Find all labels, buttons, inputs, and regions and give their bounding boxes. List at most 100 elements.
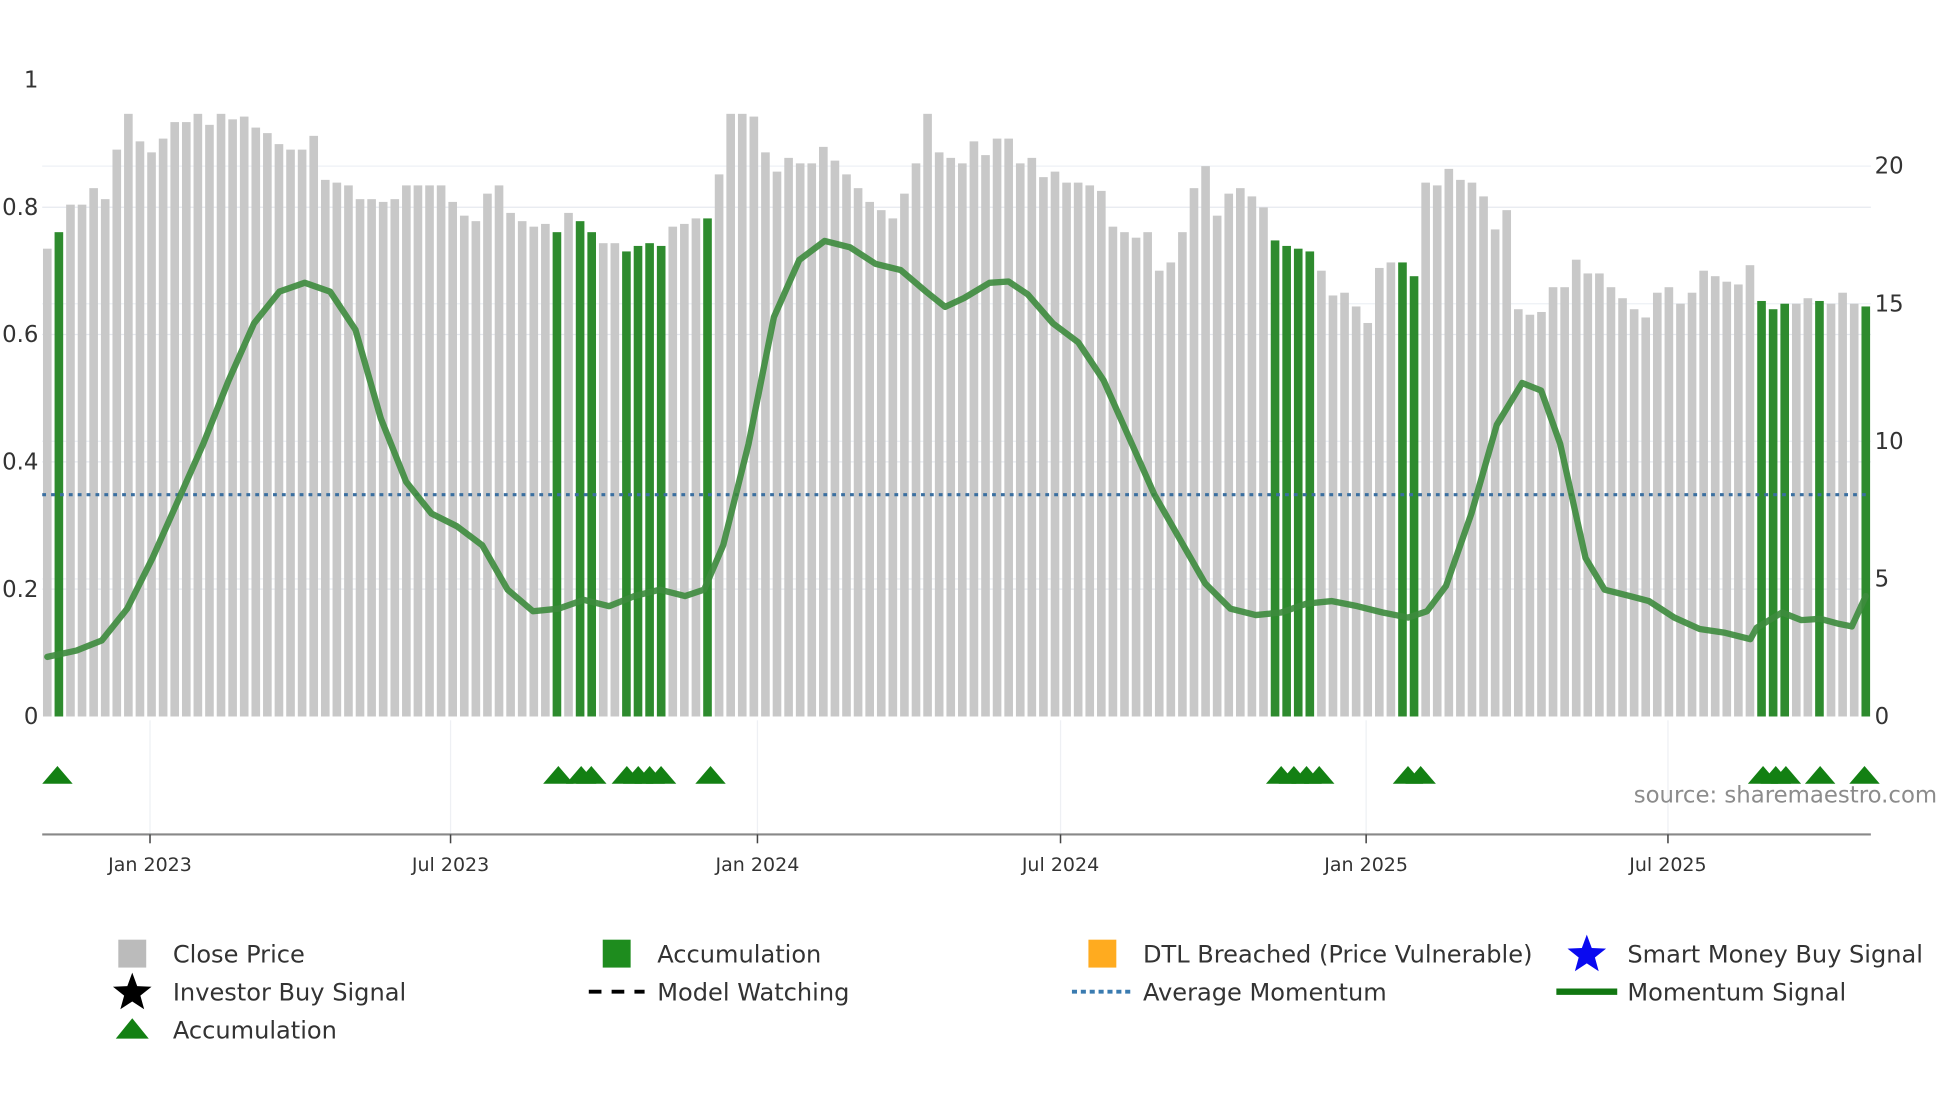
right-axis-tick-label: 5 xyxy=(1875,567,1890,593)
date-axis-tick-label: Jul 2025 xyxy=(1628,854,1706,876)
close-price-bar xyxy=(344,185,353,717)
close-price-bar xyxy=(309,135,319,717)
close-price-bar xyxy=(274,144,284,717)
close-price-bar xyxy=(506,212,515,717)
close-price-bar xyxy=(1676,303,1685,717)
close-price-bar xyxy=(170,122,180,717)
accumulation-triangle-icon xyxy=(543,765,574,784)
close-price-bar xyxy=(297,149,307,717)
date-axis-tick-label: Jan 2024 xyxy=(715,854,800,876)
left-axis-tick-label: 0.8 xyxy=(2,195,38,221)
close-price-bar xyxy=(1444,168,1454,717)
close-price-bar xyxy=(425,185,434,717)
close-price-bar xyxy=(992,138,1002,717)
close-price-bar xyxy=(1803,298,1813,717)
close-price-bar xyxy=(1421,182,1430,717)
close-price-bar xyxy=(1479,196,1488,717)
close-price-bar xyxy=(1085,185,1095,717)
close-price-bar xyxy=(1606,287,1616,717)
close-price-bar xyxy=(1189,188,1199,717)
momentum-signal-path xyxy=(44,237,1869,661)
right-axis-tick-label: 20 xyxy=(1875,154,1904,180)
right-axis: 0 5 10 15 20 xyxy=(1875,154,1904,730)
close-price-bar xyxy=(842,174,851,717)
close-price-bar xyxy=(934,152,944,717)
close-price-bar xyxy=(332,182,342,717)
left-axis-tick-label: 0.2 xyxy=(2,577,38,603)
black-star-icon xyxy=(112,972,152,1010)
accumulation-bar xyxy=(1270,240,1280,717)
close-price-bar xyxy=(1050,171,1060,717)
accumulation-triangle-icon xyxy=(1405,765,1436,784)
close-price-bar xyxy=(1548,287,1558,717)
close-price-bar xyxy=(819,146,828,717)
accumulation-bar xyxy=(645,243,654,717)
close-price-bar xyxy=(1710,276,1720,717)
close-price-bar xyxy=(1490,229,1500,717)
close-price-bar xyxy=(378,201,388,717)
legend-item: Momentum Signal xyxy=(1556,979,1846,1007)
close-price-bar xyxy=(1374,267,1384,717)
close-price-bar xyxy=(1641,317,1651,717)
legend-item: DTL Breached (Price Vulnerable) xyxy=(1088,939,1532,969)
close-price-bar xyxy=(1120,232,1129,717)
close-price-bar xyxy=(564,212,573,717)
legend-item: Accumulation xyxy=(115,1017,337,1045)
close-price-bar xyxy=(1363,322,1373,717)
gray-square-icon xyxy=(118,939,147,968)
orange-square-icon xyxy=(1088,939,1117,968)
close-price-bar xyxy=(888,218,898,717)
close-price-bar xyxy=(865,201,874,717)
accumulation-bar xyxy=(552,232,562,717)
green-square-icon xyxy=(602,939,631,968)
close-price-bar xyxy=(1432,185,1442,717)
close-price-bar xyxy=(795,163,805,717)
close-price-bar xyxy=(1328,295,1338,717)
momentum-signal-line xyxy=(44,237,1869,661)
blue-star-icon xyxy=(1567,934,1607,972)
close-price-bar xyxy=(112,149,122,717)
close-price-bar xyxy=(286,149,295,717)
close-price-bar xyxy=(691,218,701,717)
legend-label: Accumulation xyxy=(657,941,821,969)
close-price-bar xyxy=(726,113,735,717)
close-price-bar xyxy=(1201,166,1210,717)
close-price-bar xyxy=(1236,188,1245,717)
close-price-bar xyxy=(1015,163,1025,717)
close-price-bar xyxy=(1525,314,1535,717)
close-price-bar xyxy=(1502,210,1512,717)
close-price-bar xyxy=(1513,309,1523,717)
accumulation-bar xyxy=(1780,303,1790,717)
close-price-bar xyxy=(911,163,921,717)
right-axis-tick-label: 10 xyxy=(1875,429,1904,455)
accumulation-triangle-icon xyxy=(42,765,73,784)
date-axis-tick-label: Jan 2023 xyxy=(107,854,192,876)
accumulation-triangle-icon xyxy=(1304,765,1335,784)
close-price-bar xyxy=(147,152,156,717)
close-price-bar xyxy=(529,226,539,717)
left-axis: 0 0.2 0.4 0.6 0.8 1 xyxy=(2,68,38,731)
close-price-bar xyxy=(1039,177,1048,717)
close-price-bar xyxy=(1212,215,1222,717)
accumulation-bar xyxy=(575,221,585,717)
close-price-bar xyxy=(1097,190,1106,717)
accumulation-markers xyxy=(42,765,1880,784)
close-price-bar xyxy=(923,113,932,717)
close-price-bar xyxy=(471,221,481,717)
close-price-bar xyxy=(1722,281,1732,717)
legend: Close Price Accumulation DTL Breached (Pri… xyxy=(112,934,1923,1045)
close-price-bar xyxy=(1537,311,1546,717)
left-axis-tick-label: 1 xyxy=(24,68,39,94)
accumulation-bar xyxy=(1305,251,1315,717)
date-axis: Jan 2023 Jul 2023 Jan 2024 Jul 2024 Jan 2025… xyxy=(42,833,1871,876)
accumulation-bar xyxy=(656,245,666,717)
close-price-bar xyxy=(413,185,423,717)
close-price-bar xyxy=(402,185,411,717)
accumulation-triangle-icon xyxy=(1770,765,1802,784)
close-price-bar xyxy=(42,248,52,717)
close-price-bar xyxy=(1745,265,1755,717)
legend-item: Smart Money Buy Signal xyxy=(1567,934,1923,972)
close-price-bar xyxy=(355,199,365,717)
legend-label: Investor Buy Signal xyxy=(173,979,406,1007)
